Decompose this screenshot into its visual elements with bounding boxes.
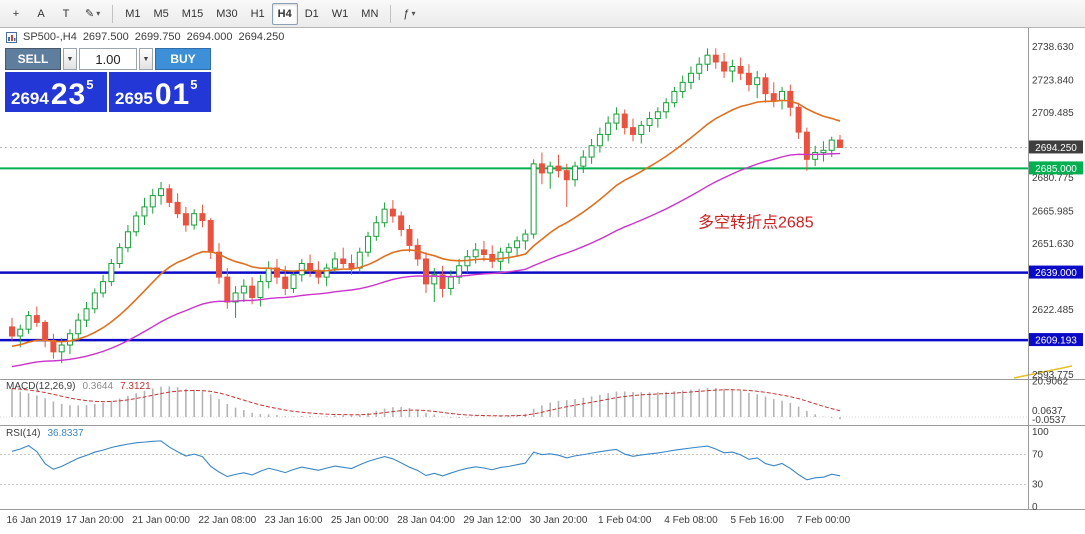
price-badge-label: 2609.193 xyxy=(1035,336,1077,347)
time-tick-label: 30 Jan 20:00 xyxy=(530,515,588,526)
rsi-scale-label: 30 xyxy=(1032,480,1044,491)
ohlc-high: 2699.750 xyxy=(134,31,181,43)
function-icon: ƒ xyxy=(403,7,410,20)
time-tick-label: 16 Jan 2019 xyxy=(6,515,61,526)
time-tick-label: 5 Feb 16:00 xyxy=(731,515,785,526)
price-tick-label: 2665.985 xyxy=(1032,206,1074,217)
toolbar: + A T ✎ ▾ M1 M5 M15 M30 H1 H4 D1 W1 MN ƒ… xyxy=(0,0,1085,28)
time-tick-label: 23 Jan 16:00 xyxy=(265,515,323,526)
toolbar-separator xyxy=(112,4,114,23)
symbol-timeframe: SP500-,H4 xyxy=(23,31,77,43)
indicators-button[interactable]: ƒ ▾ xyxy=(397,3,421,25)
chevron-down-icon: ▼ xyxy=(142,55,150,63)
sell-price-base: 2694 xyxy=(11,89,49,109)
macd-pane-label: MACD(12,26,9) 0.3644 7.3121 xyxy=(6,381,151,392)
time-tick-label: 7 Feb 00:00 xyxy=(797,515,851,526)
one-click-trading-panel: SELL ▼ ▼ BUY 2694 23 5 2695 01 5 xyxy=(5,48,211,112)
tf-w1[interactable]: W1 xyxy=(331,7,349,20)
chart-window: 多空转折点2685 2738.630 2723.840 2709.485 2680.77… xyxy=(0,28,1085,534)
macd-main-value: 0.3644 xyxy=(82,381,114,392)
tf-h1[interactable]: H1 xyxy=(250,7,265,20)
rsi-scale-label: 70 xyxy=(1032,450,1044,461)
chart-canvas[interactable]: 多空转折点2685 2738.630 2723.840 2709.485 2680.77… xyxy=(0,28,1085,534)
price-axis[interactable]: 2738.630 2723.840 2709.485 2680.775 2665.985… xyxy=(1029,42,1083,513)
price-tick-label: 2738.630 xyxy=(1032,42,1074,53)
chevron-down-icon: ▾ xyxy=(411,9,416,18)
price-badge xyxy=(1029,265,1083,279)
buy-price-pips: 01 xyxy=(154,77,191,111)
volume-input[interactable] xyxy=(79,48,137,70)
ohlc-open: 2697.500 xyxy=(82,31,129,43)
macd-title: MACD(12,26,9) xyxy=(6,381,76,392)
tf-mn[interactable]: MN xyxy=(361,7,379,20)
sell-price-display[interactable]: 2694 23 5 xyxy=(5,72,107,112)
tf-d1[interactable]: D1 xyxy=(304,7,319,20)
rsi-scale-label: 100 xyxy=(1032,427,1049,438)
price-tick-label: 2593.775 xyxy=(1032,370,1074,381)
chevron-down-icon: ▾ xyxy=(96,9,101,18)
time-tick-label: 29 Jan 12:00 xyxy=(463,515,521,526)
macd-signal-value: 7.3121 xyxy=(120,381,151,392)
text-tool-t[interactable]: T xyxy=(62,7,70,20)
crosshair-icon[interactable]: + xyxy=(12,7,20,20)
ohlc-low: 2694.000 xyxy=(186,31,233,43)
price-tick-label: 2651.630 xyxy=(1032,239,1074,250)
sell-button[interactable]: SELL xyxy=(5,48,61,70)
rsi-pane-label: RSI(14) 36.8337 xyxy=(6,428,84,439)
price-badge xyxy=(1029,333,1083,347)
rsi-value: 36.8337 xyxy=(47,428,84,439)
macd-scale-label: -0.0537 xyxy=(1032,415,1066,426)
time-tick-label: 17 Jan 20:00 xyxy=(66,515,124,526)
chevron-down-icon: ▼ xyxy=(66,55,74,63)
sell-price-pips: 23 xyxy=(50,77,87,111)
ohlc-close: 2694.250 xyxy=(238,31,285,43)
toolbar-separator xyxy=(390,4,392,23)
time-tick-label: 1 Feb 04:00 xyxy=(598,515,652,526)
price-badge xyxy=(1029,140,1083,154)
text-label-tool[interactable]: A xyxy=(37,7,45,20)
chart-annotation[interactable]: 多空转折点2685 xyxy=(698,213,814,231)
ma-fast-line xyxy=(11,99,841,348)
price-badge-label: 2685.000 xyxy=(1035,164,1077,175)
tf-m5[interactable]: M5 xyxy=(153,7,169,20)
rsi-title: RSI(14) xyxy=(6,428,41,439)
tf-h4[interactable]: H4 xyxy=(271,2,298,25)
chart-window-icon xyxy=(6,31,17,43)
time-axis[interactable]: 16 Jan 2019 17 Jan 20:00 21 Jan 00:00 22 Ja… xyxy=(6,515,850,526)
chart-ohlc-header: SP500-,H4 2697.500 2699.750 2694.000 269… xyxy=(6,31,284,43)
sell-price-point: 5 xyxy=(86,77,94,92)
volume-decrease-dropdown[interactable]: ▼ xyxy=(63,48,77,70)
buy-button[interactable]: BUY xyxy=(155,48,211,70)
rsi-line xyxy=(11,440,841,481)
time-tick-label: 22 Jan 08:00 xyxy=(198,515,256,526)
price-tick-label: 2622.485 xyxy=(1032,305,1074,316)
price-badge-label: 2639.000 xyxy=(1035,268,1077,279)
buy-price-point: 5 xyxy=(190,77,198,92)
macd-scale-label: 0.0637 xyxy=(1032,406,1063,417)
buy-price-display[interactable]: 2695 01 5 xyxy=(109,72,211,112)
price-tick-label: 2709.485 xyxy=(1032,108,1074,119)
pencil-icon: ✎ xyxy=(85,8,95,20)
price-badge xyxy=(1029,161,1083,175)
ma-slow-line xyxy=(11,152,841,368)
tf-m15[interactable]: M15 xyxy=(181,7,204,20)
volume-spinner[interactable]: ▼ xyxy=(139,48,153,70)
rsi-scale-label: 0 xyxy=(1032,502,1038,513)
price-tick-label: 2723.840 xyxy=(1032,75,1074,86)
tf-m1[interactable]: M1 xyxy=(125,7,141,20)
time-tick-label: 4 Feb 08:00 xyxy=(664,515,718,526)
price-badge-label: 2694.250 xyxy=(1035,143,1077,154)
time-tick-label: 25 Jan 00:00 xyxy=(331,515,389,526)
macd-scale-label: 20.9062 xyxy=(1032,376,1069,387)
draw-tools-button[interactable]: ✎ ▾ xyxy=(79,3,106,25)
trendline-segment[interactable] xyxy=(1013,365,1073,379)
time-tick-label: 28 Jan 04:00 xyxy=(397,515,455,526)
macd-histogram xyxy=(11,386,841,420)
price-tick-label: 2680.775 xyxy=(1032,173,1074,184)
buy-price-base: 2695 xyxy=(115,89,153,109)
macd-signal-line xyxy=(11,388,841,417)
tf-m30[interactable]: M30 xyxy=(216,7,238,20)
time-tick-label: 21 Jan 00:00 xyxy=(132,515,190,526)
